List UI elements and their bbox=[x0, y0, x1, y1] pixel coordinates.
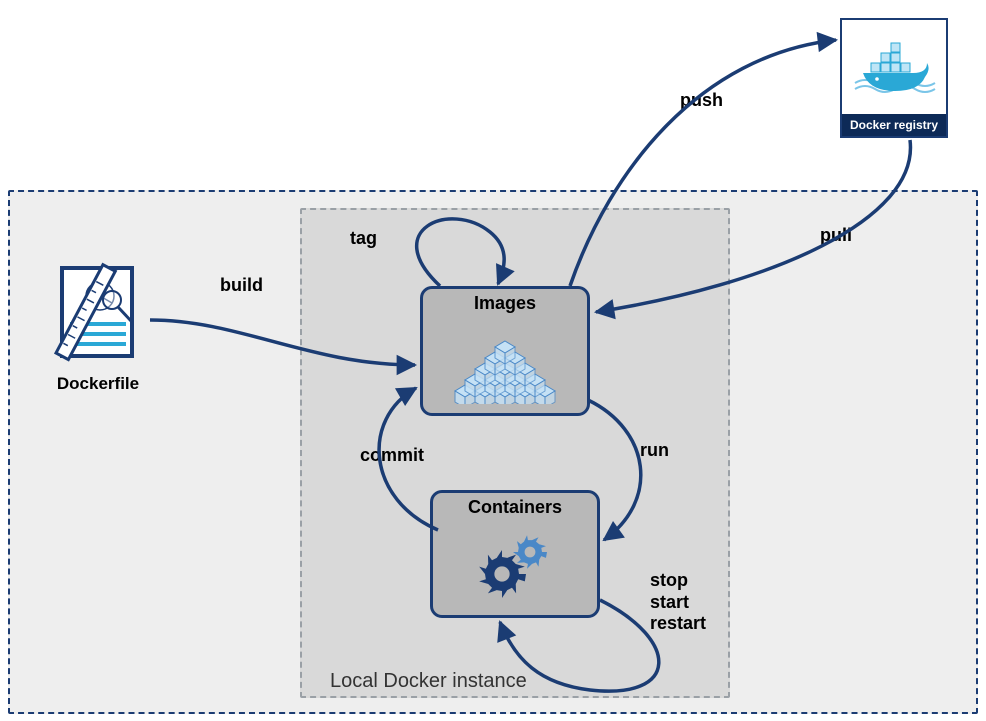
local-instance-label: Local Docker instance bbox=[330, 670, 527, 693]
edge-label-commit: commit bbox=[360, 445, 424, 467]
gears-icon bbox=[460, 522, 570, 604]
registry-node: Docker registry bbox=[840, 18, 948, 138]
dockerfile-icon bbox=[48, 258, 148, 368]
edge-label-pull: pull bbox=[820, 225, 852, 247]
containers-node: Containers bbox=[430, 490, 600, 618]
edge-label-tag: tag bbox=[350, 228, 377, 250]
images-node: Images bbox=[420, 286, 590, 416]
edge-label-lifecycle: stopstartrestart bbox=[650, 570, 706, 635]
dockerfile-node: Dockerfile bbox=[48, 258, 148, 394]
registry-label: Docker registry bbox=[842, 114, 946, 136]
diagram-canvas: { "diagram": { "type": "flowchart", "bac… bbox=[0, 0, 986, 721]
edge-label-run: run bbox=[640, 440, 669, 462]
edge-label-build: build bbox=[220, 275, 263, 297]
docker-whale-icon bbox=[842, 20, 946, 114]
edge-label-push: push bbox=[680, 90, 723, 112]
containers-label: Containers bbox=[468, 497, 562, 518]
cube-pyramid-icon bbox=[445, 318, 565, 404]
images-label: Images bbox=[474, 293, 536, 314]
dockerfile-label: Dockerfile bbox=[57, 374, 139, 394]
